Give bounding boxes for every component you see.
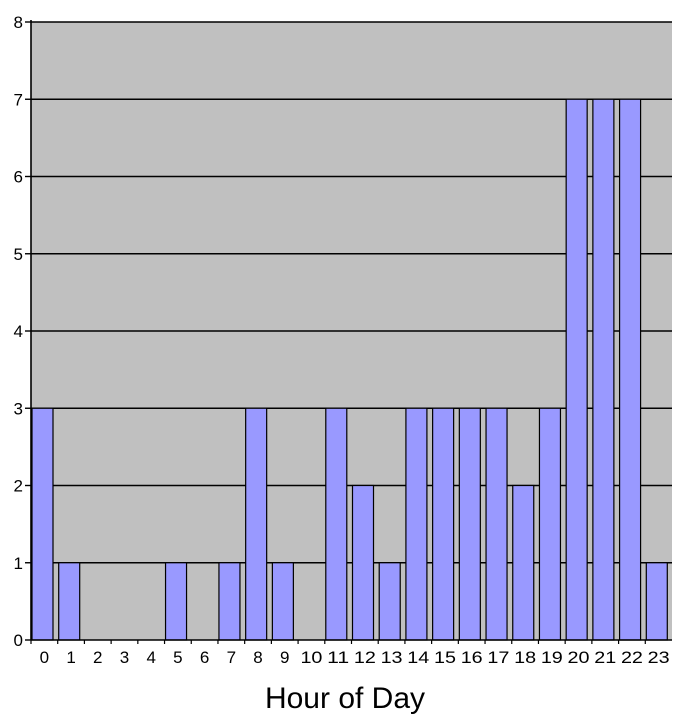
x-tick-label-12: 12 bbox=[354, 648, 376, 667]
x-tick-label-13: 13 bbox=[381, 648, 403, 667]
bar-20 bbox=[565, 98, 588, 641]
x-tick-label-8: 8 bbox=[253, 648, 262, 667]
x-tick-label-19: 19 bbox=[541, 648, 563, 667]
x-tick-label-18: 18 bbox=[514, 648, 536, 667]
y-tick-labels: 0 1 2 3 4 5 6 7 8 bbox=[14, 13, 31, 650]
bar-14 bbox=[405, 407, 428, 641]
x-tick-label-9: 9 bbox=[280, 648, 289, 667]
y-tick-label-3: 3 bbox=[14, 399, 23, 418]
bar-23 bbox=[645, 562, 668, 641]
x-axis-label: Hour of Day bbox=[265, 682, 425, 715]
x-tick-label-3: 3 bbox=[120, 648, 129, 667]
bar-7 bbox=[218, 562, 241, 641]
x-tick-label-1: 1 bbox=[66, 648, 75, 667]
x-tick-label-11: 11 bbox=[327, 648, 349, 667]
y-tick-label-6: 6 bbox=[14, 168, 23, 187]
y-tick-label-7: 7 bbox=[14, 90, 23, 109]
y-tick-label-2: 2 bbox=[14, 477, 23, 496]
bar-0 bbox=[31, 407, 54, 641]
bars bbox=[31, 98, 668, 641]
bar-22 bbox=[618, 98, 642, 641]
bar-9 bbox=[271, 562, 294, 641]
bar-1 bbox=[58, 562, 81, 641]
bar-18 bbox=[512, 484, 535, 641]
y-tick-label-0: 0 bbox=[14, 631, 23, 650]
x-tick-label-14: 14 bbox=[407, 648, 429, 667]
x-tick-label-2: 2 bbox=[93, 648, 102, 667]
x-tick-label-6: 6 bbox=[200, 648, 209, 667]
x-tick-label-0: 0 bbox=[40, 648, 49, 667]
x-tick-label-4: 4 bbox=[146, 648, 155, 667]
bar-11 bbox=[325, 407, 348, 641]
x-tick-label-16: 16 bbox=[461, 648, 483, 667]
bar-13 bbox=[378, 562, 401, 641]
x-tick-label-23: 23 bbox=[648, 648, 670, 667]
bar-17 bbox=[485, 407, 508, 641]
bar-15 bbox=[432, 407, 455, 641]
bar-12 bbox=[351, 484, 375, 641]
x-tick-label-22: 22 bbox=[621, 648, 643, 667]
gridlines bbox=[31, 21, 672, 564]
y-tick-label-1: 1 bbox=[14, 554, 23, 573]
y-tick-label-5: 5 bbox=[14, 245, 23, 264]
bar-19 bbox=[538, 407, 562, 641]
y-tick-label-8: 8 bbox=[14, 13, 23, 32]
x-tick-labels: 0 1 2 3 4 5 6 7 8 9 10 11 12 13 14 15 16 17 18 19 20 21 22 23 bbox=[30, 640, 670, 667]
x-tick-label-5: 5 bbox=[173, 648, 182, 667]
x-tick-label-7: 7 bbox=[227, 648, 236, 667]
x-tick-label-17: 17 bbox=[487, 648, 509, 667]
x-tick-label-10: 10 bbox=[300, 648, 322, 667]
bar-8 bbox=[245, 407, 268, 641]
x-tick-label-15: 15 bbox=[434, 648, 456, 667]
x-tick-label-20: 20 bbox=[568, 648, 590, 667]
bar-16 bbox=[458, 407, 481, 641]
y-tick-label-4: 4 bbox=[14, 322, 23, 341]
bar-21 bbox=[592, 98, 615, 641]
x-tick-label-21: 21 bbox=[594, 648, 616, 667]
bar-5 bbox=[164, 562, 188, 641]
